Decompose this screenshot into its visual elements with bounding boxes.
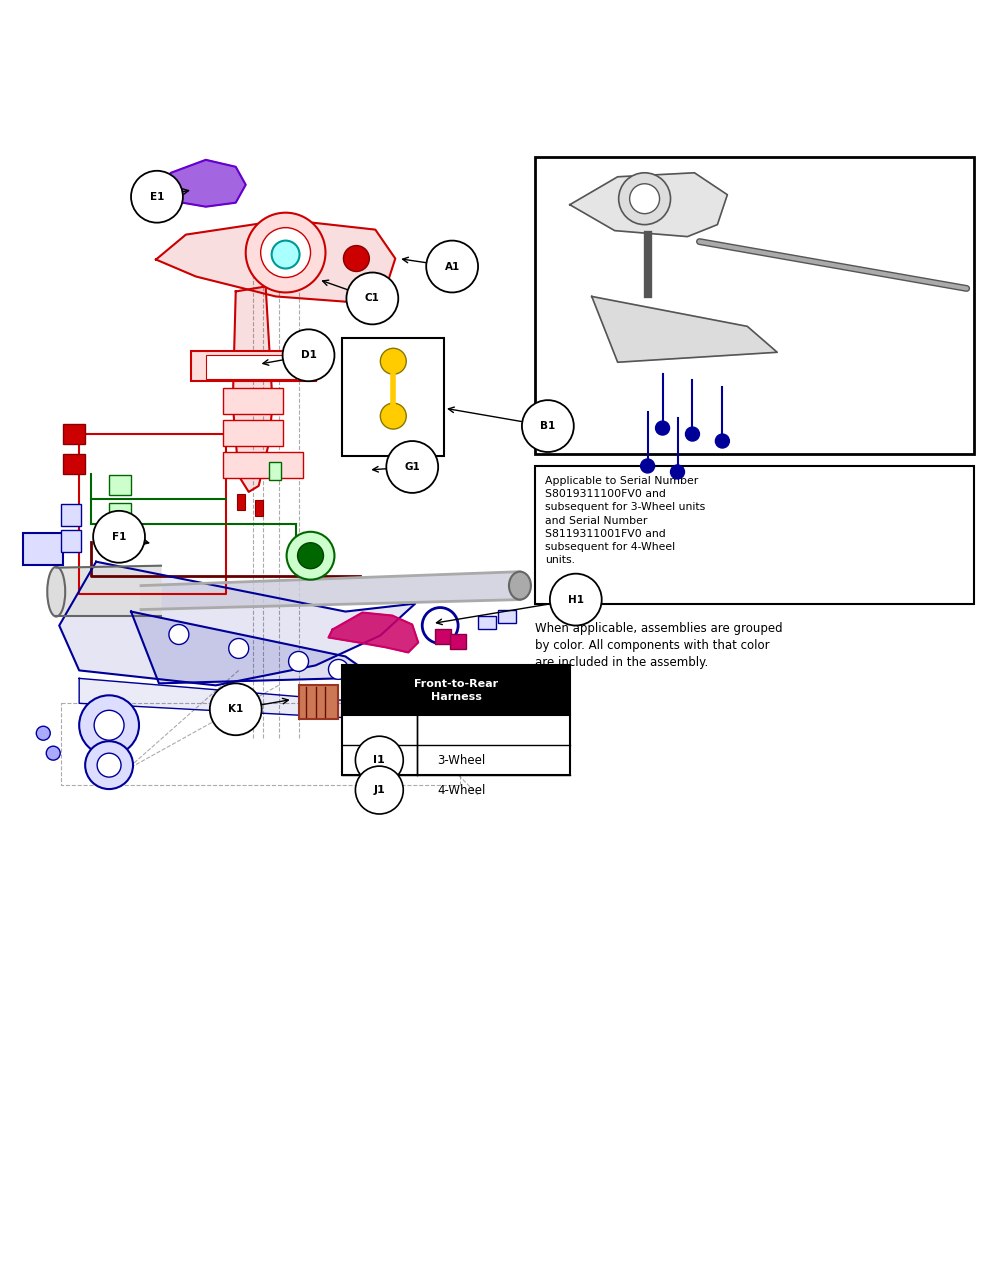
Text: 3-Wheel: 3-Wheel — [437, 754, 485, 767]
Bar — [342, 665, 570, 716]
Text: A1: A1 — [445, 261, 460, 271]
Circle shape — [355, 767, 403, 813]
Text: J1: J1 — [373, 786, 385, 796]
Circle shape — [298, 542, 323, 569]
Text: D1: D1 — [301, 350, 316, 360]
Bar — [23, 533, 63, 565]
Text: Front-to-Rear
Harness: Front-to-Rear Harness — [414, 679, 498, 702]
Bar — [63, 454, 85, 474]
Text: Applicable to Serial Number
S8019311100FV0 and
subsequent for 3-Wheel units
and : Applicable to Serial Number S8019311100F… — [545, 476, 705, 565]
Bar — [498, 609, 516, 622]
Circle shape — [272, 241, 300, 269]
Circle shape — [36, 726, 50, 740]
Text: F1: F1 — [112, 532, 126, 542]
Polygon shape — [59, 561, 415, 685]
Bar — [535, 466, 974, 603]
Circle shape — [386, 441, 438, 493]
Circle shape — [641, 459, 655, 473]
Bar — [61, 504, 81, 526]
Ellipse shape — [509, 571, 531, 599]
Text: K1: K1 — [228, 704, 243, 715]
Bar — [223, 452, 303, 478]
Circle shape — [380, 348, 406, 374]
Polygon shape — [79, 678, 355, 718]
Bar — [255, 500, 263, 516]
Bar — [299, 685, 338, 720]
Bar — [478, 616, 496, 628]
Circle shape — [131, 171, 183, 223]
Circle shape — [210, 683, 262, 735]
Circle shape — [169, 625, 189, 645]
Circle shape — [656, 421, 670, 435]
Bar — [191, 351, 316, 381]
Text: I1: I1 — [373, 755, 385, 765]
Polygon shape — [131, 612, 375, 683]
Circle shape — [343, 246, 369, 271]
Bar — [109, 503, 131, 523]
Polygon shape — [156, 219, 395, 303]
Circle shape — [261, 228, 311, 277]
Bar — [342, 716, 570, 775]
Bar — [109, 475, 131, 495]
Polygon shape — [233, 286, 273, 492]
Circle shape — [685, 427, 699, 441]
Circle shape — [85, 741, 133, 789]
Circle shape — [380, 403, 406, 430]
Circle shape — [619, 172, 671, 224]
Bar — [435, 628, 451, 645]
Polygon shape — [156, 160, 246, 207]
Circle shape — [426, 241, 478, 293]
Circle shape — [715, 435, 729, 449]
Bar — [63, 424, 85, 443]
Text: H1: H1 — [568, 594, 584, 604]
Circle shape — [79, 696, 139, 755]
Circle shape — [328, 659, 348, 679]
Polygon shape — [592, 296, 777, 362]
Circle shape — [289, 651, 309, 672]
Text: G1: G1 — [404, 462, 420, 473]
Bar — [61, 530, 81, 551]
Circle shape — [550, 574, 602, 626]
Bar — [223, 388, 283, 414]
Circle shape — [93, 511, 145, 563]
Bar — [342, 338, 444, 456]
Circle shape — [630, 184, 660, 214]
Text: 4-Wheel: 4-Wheel — [437, 783, 486, 797]
Bar — [223, 421, 283, 446]
Circle shape — [355, 736, 403, 784]
Circle shape — [671, 465, 684, 479]
Bar — [206, 355, 296, 379]
Text: B1: B1 — [540, 421, 555, 431]
Text: When applicable, assemblies are grouped
by color. All components with that color: When applicable, assemblies are grouped … — [535, 622, 783, 669]
Polygon shape — [570, 172, 727, 237]
Polygon shape — [56, 565, 161, 616]
Bar — [269, 462, 281, 480]
Circle shape — [97, 753, 121, 777]
Circle shape — [522, 400, 574, 452]
Bar — [450, 634, 466, 650]
Text: E1: E1 — [150, 191, 164, 201]
Bar — [237, 494, 245, 509]
Circle shape — [46, 746, 60, 760]
Polygon shape — [328, 612, 418, 653]
Polygon shape — [141, 571, 520, 609]
Circle shape — [229, 639, 249, 659]
Circle shape — [283, 329, 334, 381]
Bar — [535, 157, 974, 454]
Circle shape — [246, 213, 325, 293]
Ellipse shape — [47, 566, 65, 617]
Circle shape — [287, 532, 334, 579]
Circle shape — [346, 272, 398, 324]
Text: C1: C1 — [365, 294, 380, 303]
Circle shape — [94, 711, 124, 740]
